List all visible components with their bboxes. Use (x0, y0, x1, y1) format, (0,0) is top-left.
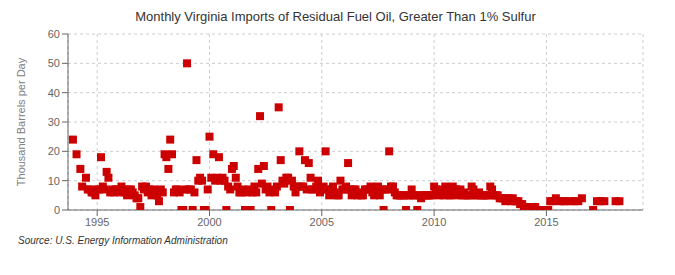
svg-text:50: 50 (48, 57, 60, 69)
html-text:Monthly Virginia Imports of Re: Monthly Virginia Imports of Residual Fue… (135, 9, 536, 24)
svg-text:1995: 1995 (85, 216, 109, 228)
html-text:Source: U.S. Energy Informatio: Source: U.S. Energy Information Administ… (18, 235, 228, 246)
svg-text:30: 30 (48, 116, 60, 128)
svg-text:Thousand Barrels per Day: Thousand Barrels per Day (15, 57, 27, 186)
svg-text:2000: 2000 (197, 216, 221, 228)
svg-text:2015: 2015 (534, 216, 558, 228)
svg-text:20: 20 (48, 145, 60, 157)
svg-text:2010: 2010 (422, 216, 446, 228)
svg-text:10: 10 (48, 175, 60, 187)
svg-text:40: 40 (48, 87, 60, 99)
svg-text:60: 60 (48, 28, 60, 40)
svg-text:0: 0 (54, 204, 60, 216)
svg-text:2005: 2005 (310, 216, 334, 228)
